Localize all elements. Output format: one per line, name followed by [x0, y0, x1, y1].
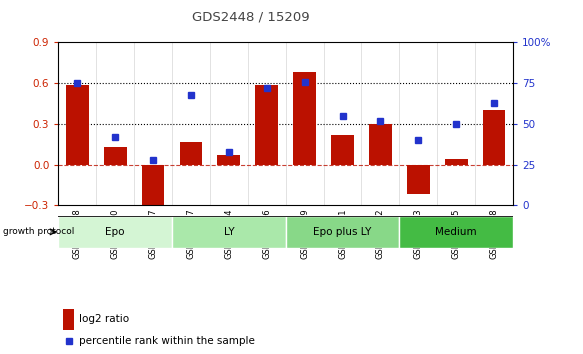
Text: percentile rank within the sample: percentile rank within the sample — [79, 336, 255, 346]
Text: log2 ratio: log2 ratio — [79, 314, 129, 324]
Bar — [369, 124, 392, 165]
Bar — [483, 110, 505, 165]
Bar — [331, 135, 354, 165]
Bar — [286, 216, 399, 248]
Bar — [63, 309, 74, 330]
Bar — [180, 142, 202, 165]
Bar — [407, 165, 430, 194]
Bar — [293, 72, 316, 165]
Text: GDS2448 / 15209: GDS2448 / 15209 — [192, 11, 310, 24]
Text: Medium: Medium — [436, 227, 477, 237]
Bar — [445, 159, 468, 165]
Bar — [142, 165, 164, 210]
Bar — [217, 155, 240, 165]
Bar — [104, 147, 127, 165]
Text: LY: LY — [223, 227, 234, 237]
Bar — [255, 85, 278, 165]
Bar — [66, 85, 89, 165]
Text: Epo: Epo — [106, 227, 125, 237]
Text: growth protocol: growth protocol — [3, 227, 74, 236]
Bar — [172, 216, 286, 248]
Text: Epo plus LY: Epo plus LY — [313, 227, 372, 237]
Bar — [399, 216, 513, 248]
Bar — [58, 216, 172, 248]
